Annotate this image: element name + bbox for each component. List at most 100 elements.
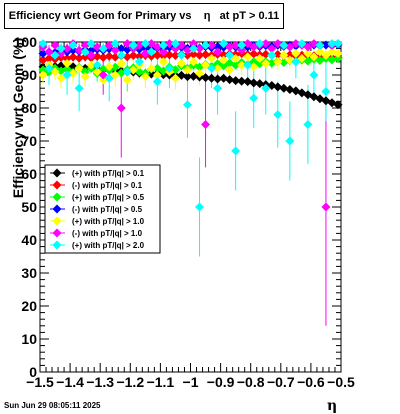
data-point — [243, 60, 253, 70]
data-point — [237, 76, 247, 86]
x-tick-label: −1.1 — [147, 374, 175, 390]
data-point — [279, 83, 289, 93]
data-point — [213, 63, 223, 73]
data-point — [104, 51, 114, 61]
data-point — [231, 54, 241, 63]
data-point — [261, 58, 271, 68]
data-point — [164, 63, 174, 73]
data-point — [231, 146, 241, 156]
data-point — [243, 77, 253, 87]
data-point — [146, 63, 156, 73]
data-point — [110, 62, 120, 72]
data-point — [62, 64, 72, 74]
data-point — [267, 44, 277, 54]
data-point — [122, 67, 132, 77]
data-point — [255, 39, 265, 49]
data-point — [327, 39, 337, 49]
data-point — [146, 47, 156, 57]
data-point — [303, 120, 313, 129]
data-point — [321, 50, 331, 60]
legend-marker — [52, 240, 62, 250]
data-point — [219, 55, 229, 65]
data-point — [80, 67, 90, 77]
y-tick-label: 90 — [21, 67, 37, 83]
data-point — [285, 136, 295, 146]
data-point — [170, 39, 180, 49]
data-point — [237, 40, 247, 50]
data-point — [44, 63, 54, 73]
data-point — [189, 57, 199, 67]
data-point — [110, 45, 120, 55]
data-point — [122, 75, 132, 85]
data-point — [86, 46, 96, 56]
y-tick-label: 10 — [21, 331, 37, 347]
data-point — [56, 73, 66, 83]
data-point — [128, 51, 138, 61]
y-tick-label: 60 — [21, 166, 37, 182]
x-tick-label: −1 — [183, 374, 199, 390]
y-axis-label: Efficiency wrt Geom (%) — [10, 37, 26, 199]
data-point — [273, 82, 283, 92]
data-point — [44, 54, 54, 63]
y-tick-label: 50 — [21, 199, 37, 215]
data-point — [140, 39, 150, 49]
data-point — [152, 70, 162, 80]
legend-marker — [52, 228, 62, 238]
x-tick-label: −0.8 — [237, 374, 265, 390]
data-point — [255, 79, 265, 89]
data-point — [207, 73, 217, 83]
legend-entry: (-) with pT/|q| > 0.5 — [72, 205, 143, 214]
data-point — [189, 44, 199, 54]
data-point — [273, 110, 283, 120]
data-point — [267, 50, 277, 60]
data-point — [213, 83, 223, 93]
data-point — [249, 93, 259, 103]
data-point — [219, 73, 229, 83]
data-point — [291, 49, 301, 59]
legend-entry: (+) with pT/|q| > 0.1 — [72, 169, 145, 178]
data-point — [176, 58, 186, 68]
data-point — [44, 47, 54, 57]
data-point — [98, 44, 108, 54]
data-point — [261, 49, 271, 59]
data-point — [74, 53, 84, 63]
data-point — [225, 65, 235, 75]
data-point — [182, 100, 192, 110]
x-axis-label: η — [327, 398, 338, 414]
data-point — [303, 49, 313, 59]
data-point — [231, 76, 241, 86]
data-point — [201, 120, 211, 129]
data-point — [62, 54, 72, 63]
data-point — [50, 50, 60, 60]
data-point — [279, 40, 289, 50]
x-tick-label: −0.7 — [267, 374, 295, 390]
data-point — [297, 54, 307, 63]
data-point — [207, 63, 217, 73]
data-point — [315, 40, 325, 50]
data-point — [38, 39, 48, 49]
data-point — [110, 39, 120, 49]
data-point — [327, 55, 337, 65]
data-point — [68, 52, 78, 62]
data-point — [225, 50, 235, 60]
data-point — [207, 54, 217, 63]
data-point — [104, 73, 114, 83]
data-point — [98, 53, 108, 63]
y-tick-label: 40 — [21, 232, 37, 248]
data-point — [225, 75, 235, 85]
data-point — [80, 47, 90, 57]
data-point — [176, 50, 186, 60]
legend-entry: (-) with pT/|q| > 0.1 — [72, 181, 143, 190]
data-point — [170, 44, 180, 54]
y-tick-label: 20 — [21, 298, 37, 314]
data-point — [158, 57, 168, 67]
chart-title: Efficiency wrt Geom for Primary vs η at … — [4, 3, 284, 29]
timestamp-footer: Sun Jun 29 08:05:11 2025 — [4, 401, 101, 410]
data-point — [315, 47, 325, 57]
data-point — [68, 40, 78, 50]
legend-entry: (+) with pT/|q| > 2.0 — [72, 241, 145, 250]
data-point — [291, 57, 301, 67]
data-point — [285, 85, 295, 95]
data-point — [104, 62, 114, 72]
data-point — [333, 54, 343, 63]
